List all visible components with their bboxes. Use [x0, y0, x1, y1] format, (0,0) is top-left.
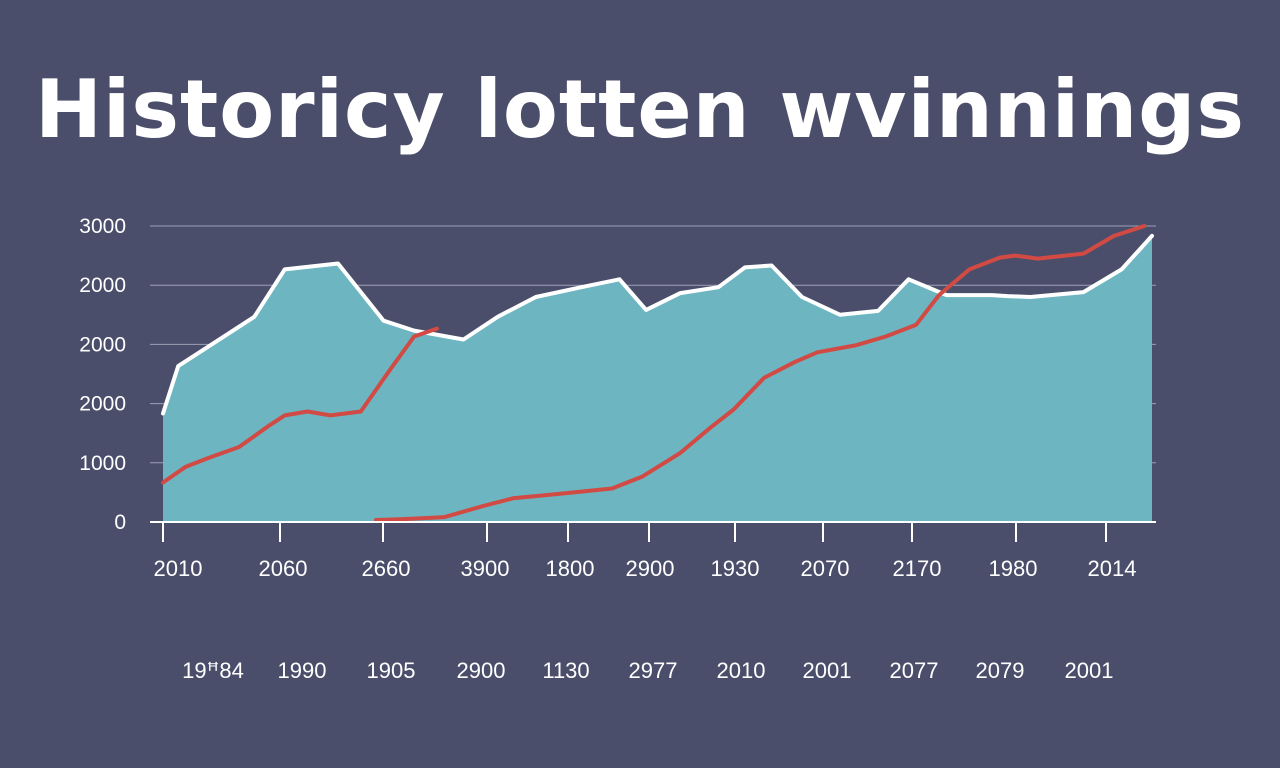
area-fill: [163, 235, 1152, 522]
x-tick-label-secondary: 2001: [1065, 658, 1114, 683]
x-tick-label-secondary: 2010: [717, 658, 766, 683]
x-tick-label: 2900: [626, 556, 675, 581]
series-line-2: [374, 224, 1147, 522]
x-axis: [150, 521, 1156, 542]
x-tick-label-secondary: 2977: [629, 658, 678, 683]
area-outline-line: [161, 233, 1154, 416]
x-tick-label-secondary: 19ꟸ84: [182, 658, 244, 683]
x-tick-labels: 2010 2060 2660 3900 1800 2900 1930 2070 2170 1980…: [154, 556, 1137, 683]
x-tick-label-secondary: 2077: [890, 658, 939, 683]
x-tick-label: 2060: [259, 556, 308, 581]
y-tick-labels: 0 1000 2000 2000 2000 3000: [79, 215, 126, 534]
x-tick-label: 2660: [362, 556, 411, 581]
x-tick-label-secondary: 2001: [803, 658, 852, 683]
y-tick-label: 2000: [79, 274, 126, 297]
chart-title: Historicy lotten wvinnings: [34, 63, 1246, 156]
x-tick-label: 2010: [154, 556, 203, 581]
x-tick-label-secondary: 1905: [367, 658, 416, 683]
y-tick-label: 2000: [79, 333, 126, 356]
x-tick-label: 1800: [546, 556, 595, 581]
area-series: [161, 233, 1154, 522]
x-tick-label-secondary: 1130: [542, 658, 589, 683]
x-tick-label: 2070: [801, 556, 850, 581]
x-tick-label-secondary: 2900: [457, 658, 506, 683]
y-tick-label: 2000: [79, 393, 126, 416]
y-tick-label: 1000: [79, 452, 126, 475]
line-series: [161, 224, 1147, 522]
x-tick-label: 1930: [711, 556, 760, 581]
y-tick-label: 3000: [79, 215, 126, 238]
x-tick-label: 2170: [893, 556, 942, 581]
x-tick-label: 2014: [1088, 556, 1137, 581]
x-tick-label: 3900: [461, 556, 510, 581]
x-tick-label: 1980: [989, 556, 1038, 581]
x-tick-label-secondary: 2079: [976, 658, 1025, 683]
y-tick-label: 0: [114, 511, 126, 534]
x-tick-label-secondary: 1990: [278, 658, 327, 683]
series-line-1: [161, 326, 439, 485]
